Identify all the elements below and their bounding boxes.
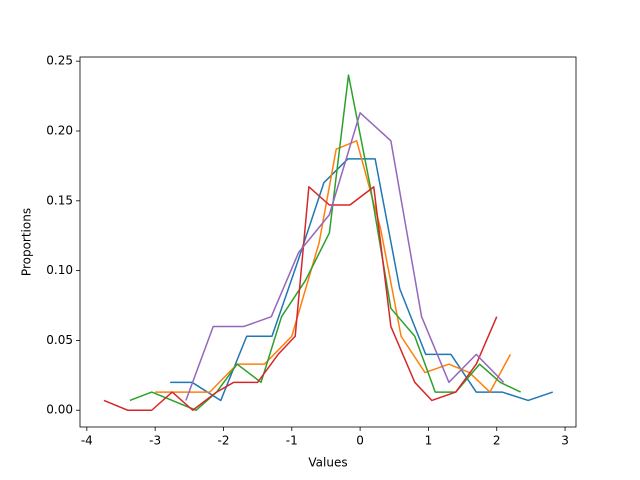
x-tick-label: 1 [425,434,433,448]
x-tick-label: -2 [217,434,229,448]
series-line [170,158,554,402]
y-axis-label: Proportions [20,208,34,276]
x-tick-label: 2 [493,434,501,448]
series-line [155,140,512,393]
plot-frame [79,56,577,428]
x-tick-label: -1 [286,434,298,448]
series-line [129,74,521,411]
y-tick-label: 0.15 [46,193,73,207]
y-tick-label: 0.00 [46,403,73,417]
y-tick-label: 0.25 [46,54,73,68]
x-tick-label: 0 [356,434,364,448]
x-tick-label: 3 [561,434,569,448]
x-tick-label: -3 [149,434,161,448]
series-line [103,186,498,411]
y-tick-label: 0.10 [46,263,73,277]
y-tick-label: 0.05 [46,333,73,347]
y-tick-label: 0.20 [46,124,73,138]
x-tick-label: -4 [81,434,93,448]
x-axis-label: Values [308,456,347,470]
series-line [185,112,505,401]
